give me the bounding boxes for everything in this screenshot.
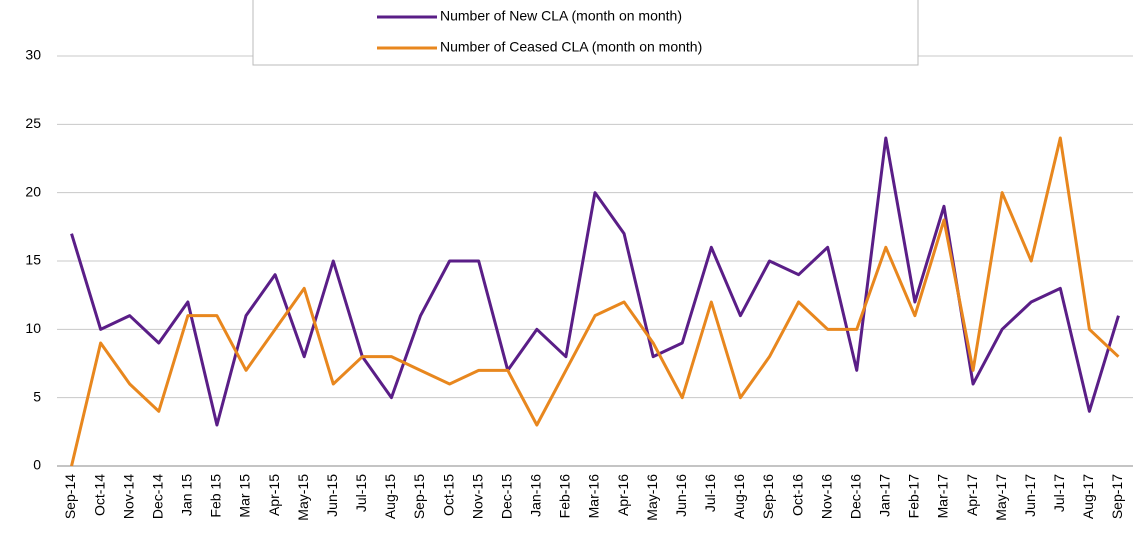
x-tick-label: Apr-16 (615, 474, 631, 516)
x-tick-label: Nov-14 (120, 474, 136, 519)
x-tick-label: Feb 15 (208, 474, 224, 518)
x-tick-label: Jun-17 (1022, 474, 1038, 517)
legend-box (252, 0, 919, 66)
legend-label: Number of New CLA (month on month) (440, 8, 682, 24)
x-tick-label: Sep-15 (411, 474, 427, 519)
x-tick-label: Feb-16 (557, 474, 573, 519)
x-tick-label: Jun-15 (324, 474, 340, 517)
x-tick-label: May-17 (993, 474, 1009, 521)
y-tick-label: 0 (33, 457, 41, 473)
y-tick-label: 30 (25, 47, 41, 63)
x-tick-label: Sep-16 (760, 474, 776, 519)
y-tick-label: 25 (25, 115, 41, 131)
x-tick-label: Oct-14 (91, 474, 107, 516)
y-tick-label: 15 (25, 252, 41, 268)
x-tick-label: Jul-17 (1051, 474, 1067, 512)
x-tick-label: Apr-17 (964, 474, 980, 516)
x-tick-label: Dec-16 (847, 474, 863, 519)
x-tick-label: Dec-15 (498, 474, 514, 519)
x-tick-label: Mar-16 (586, 474, 602, 519)
x-tick-label: Aug-15 (382, 474, 398, 519)
x-tick-label: Jul-15 (353, 474, 369, 512)
x-tick-label: Oct-15 (440, 474, 456, 516)
x-tick-label: May-15 (295, 474, 311, 521)
x-tick-label: May-16 (644, 474, 660, 521)
series-line (70, 136, 1120, 427)
x-tick-label: Sep-17 (1109, 474, 1125, 519)
x-tick-label: Jan-16 (528, 474, 544, 517)
x-tick-label: Mar 15 (237, 474, 253, 518)
y-tick-label: 5 (33, 388, 41, 404)
x-tick-label: Sep-14 (62, 474, 78, 519)
x-tick-label: Aug-17 (1080, 474, 1096, 519)
x-tick-label: Oct-16 (789, 474, 805, 516)
x-tick-label: Nov-16 (818, 474, 834, 519)
y-tick-label: 10 (25, 320, 41, 336)
x-tick-label: Jan-17 (877, 474, 893, 517)
x-tick-label: Apr-15 (266, 474, 282, 516)
x-tick-label: Feb-17 (906, 474, 922, 519)
legend-label: Number of Ceased CLA (month on month) (440, 39, 702, 55)
x-tick-label: Dec-14 (149, 474, 165, 519)
series-line (70, 136, 1120, 467)
x-tick-label: Aug-16 (731, 474, 747, 519)
x-tick-label: Jul-16 (702, 474, 718, 512)
x-tick-label: Jun-16 (673, 474, 689, 517)
x-tick-label: Nov-15 (469, 474, 485, 519)
x-tick-label: Jan 15 (179, 474, 195, 516)
x-tick-label: Mar-17 (935, 474, 951, 519)
y-tick-label: 20 (25, 183, 41, 199)
